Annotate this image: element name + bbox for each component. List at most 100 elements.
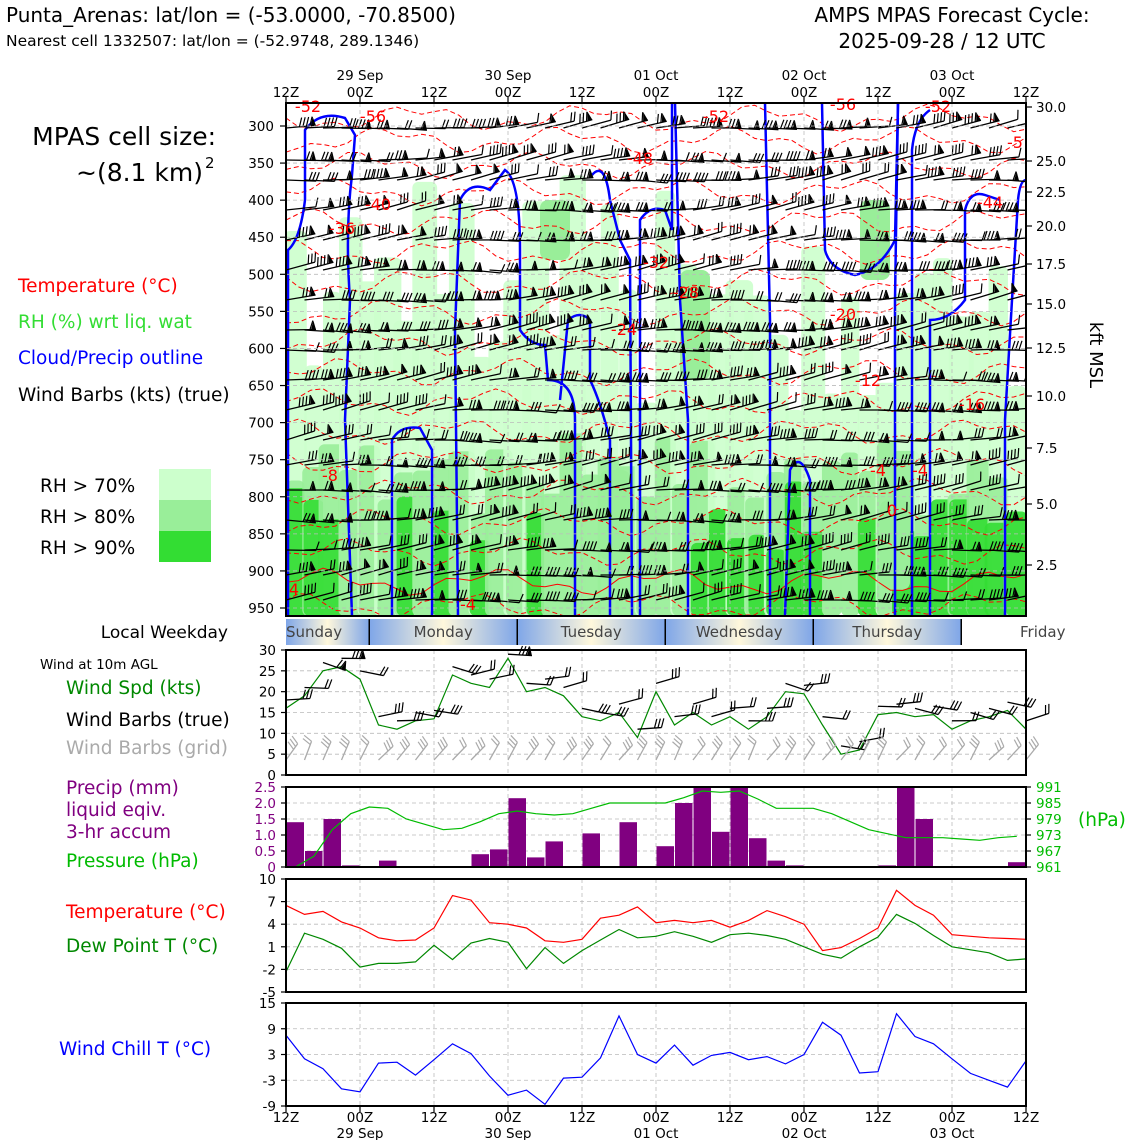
kft-tick-label: 22.5 xyxy=(1036,185,1066,201)
wind-barb-aloft xyxy=(822,146,853,161)
wind-barb-aloft xyxy=(951,256,982,271)
wind-barb-aloft xyxy=(840,477,871,491)
temperature-contour-label: -52 xyxy=(925,97,951,116)
panel-y-tick-label: 10 xyxy=(259,726,276,742)
wind-barb-true xyxy=(692,687,717,705)
wind-barb-grid xyxy=(359,734,370,761)
weekday-segment xyxy=(517,619,666,645)
wind-barb-aloft xyxy=(507,474,538,491)
wind-barb-aloft xyxy=(470,230,505,241)
wind-barb-aloft xyxy=(988,282,1018,301)
cloud-outline-segment xyxy=(783,460,812,616)
wind-barb-aloft xyxy=(748,119,779,131)
wind-barb-aloft xyxy=(674,450,705,466)
wind-barb-grid xyxy=(433,736,448,761)
wind-barb-aloft xyxy=(507,200,539,211)
wind-barb-aloft xyxy=(600,425,633,441)
wind-barb-aloft xyxy=(914,165,945,181)
wind-barb-aloft xyxy=(729,584,761,601)
wind-barb-aloft xyxy=(951,314,982,331)
wind-barb-aloft xyxy=(711,196,742,211)
wind-barb-aloft xyxy=(470,196,504,211)
wind-barb-aloft xyxy=(563,111,593,129)
wind-barb-aloft xyxy=(286,197,319,211)
wind-barb-true xyxy=(896,692,924,705)
wind-barb-aloft xyxy=(1007,349,1026,352)
wind-barb-aloft xyxy=(433,318,464,331)
temperature-contour xyxy=(286,537,1026,567)
wind-barb-aloft xyxy=(341,482,376,493)
wind-barb-aloft xyxy=(618,474,651,491)
wind-barb-aloft xyxy=(970,447,1001,466)
wind-barb-aloft xyxy=(674,224,704,241)
wind-barb-aloft xyxy=(877,287,908,301)
wind-barb-aloft xyxy=(877,261,909,272)
wind-barb-aloft xyxy=(433,163,463,181)
wind-barb-aloft xyxy=(581,588,615,601)
wind-barb-aloft xyxy=(692,540,724,551)
wind-barb-aloft xyxy=(877,142,908,161)
wind-barb-aloft xyxy=(933,539,964,551)
wind-barb-grid xyxy=(672,734,683,761)
wind-barb-aloft xyxy=(803,361,834,381)
wind-barb-aloft xyxy=(859,331,890,351)
wind-barb-aloft xyxy=(637,253,667,271)
wind-barb-aloft xyxy=(544,451,575,466)
wind-barb-aloft xyxy=(914,335,945,351)
wind-barb-true xyxy=(933,700,963,711)
wind-barb-aloft xyxy=(489,198,520,211)
wind-barb-aloft xyxy=(988,448,1020,466)
precip-panel: Precip (mm) liquid eqiv. 3-hr accum Pres… xyxy=(66,778,1126,876)
wind-barb-aloft xyxy=(359,337,393,351)
nearest-cell: Nearest cell 1332507: lat/lon = (-52.974… xyxy=(6,32,419,50)
temperature-contour-label: -28 xyxy=(673,283,699,302)
wind-barb-aloft xyxy=(470,290,502,301)
wind-barb-aloft xyxy=(507,502,539,521)
panel-y-tick-label: 3 xyxy=(267,1048,276,1064)
wind-barb-aloft xyxy=(655,424,686,441)
wind-barb-aloft xyxy=(951,283,983,301)
wind-barb-aloft xyxy=(692,287,723,301)
wind-barb-aloft xyxy=(452,399,483,411)
wind-barb-true xyxy=(1025,703,1050,722)
time-tick-label: 12Z xyxy=(1013,1110,1039,1126)
wind-barb-grid xyxy=(803,735,816,761)
wind-barb-aloft xyxy=(748,585,781,601)
temperature-panel: Temperature (°C) Dew Point T (°C) 10 7 4 1 -… xyxy=(65,872,1027,1001)
panel-y-tick-label: 1.0 xyxy=(255,828,276,844)
pressure-tick-label: 967 xyxy=(1036,844,1062,860)
wind-barb-aloft xyxy=(766,338,797,351)
wind-barb-aloft xyxy=(933,314,963,331)
date-label: 02 Oct xyxy=(782,68,827,84)
wind-barb-aloft xyxy=(433,364,464,381)
wind-barb-aloft xyxy=(970,473,1002,491)
wind-barb-aloft xyxy=(563,257,594,271)
wind-barb-true xyxy=(988,705,1018,716)
wind-barb-aloft xyxy=(655,253,685,271)
wind-barb-aloft xyxy=(655,114,686,129)
legend-temperature: Temperature (°C) xyxy=(17,276,178,297)
wind-barb-aloft xyxy=(563,506,594,521)
wind-barb-aloft xyxy=(322,451,356,466)
wind-barb-true xyxy=(581,703,611,714)
wind-barb-true xyxy=(674,704,701,718)
wind-barb-aloft xyxy=(415,194,445,211)
wind-barb-aloft xyxy=(840,362,872,381)
kft-tick-label: 7.5 xyxy=(1036,441,1057,457)
weekday-name: Thursday xyxy=(851,623,922,641)
wind-barb-aloft xyxy=(396,260,428,271)
wind-barb-aloft xyxy=(803,505,836,521)
wind-panel: Wind at 10m AGL Wind Spd (kts) Wind Barb… xyxy=(40,643,1050,784)
wind-barb-aloft xyxy=(896,312,927,331)
wind-barb-aloft xyxy=(766,225,797,241)
wind-barb-aloft xyxy=(877,593,913,604)
wind-barb-aloft xyxy=(785,335,816,351)
wind-barb-aloft xyxy=(803,396,834,411)
wind-barb-aloft xyxy=(914,144,945,161)
wind-barb-aloft xyxy=(544,111,576,129)
wind-barb-aloft xyxy=(692,117,723,129)
wind-barb-grid xyxy=(396,736,411,761)
date-label: 30 Sep xyxy=(485,1126,532,1140)
date-label: 29 Sep xyxy=(337,1126,384,1140)
temperature-contour-label: -56 xyxy=(830,95,856,114)
